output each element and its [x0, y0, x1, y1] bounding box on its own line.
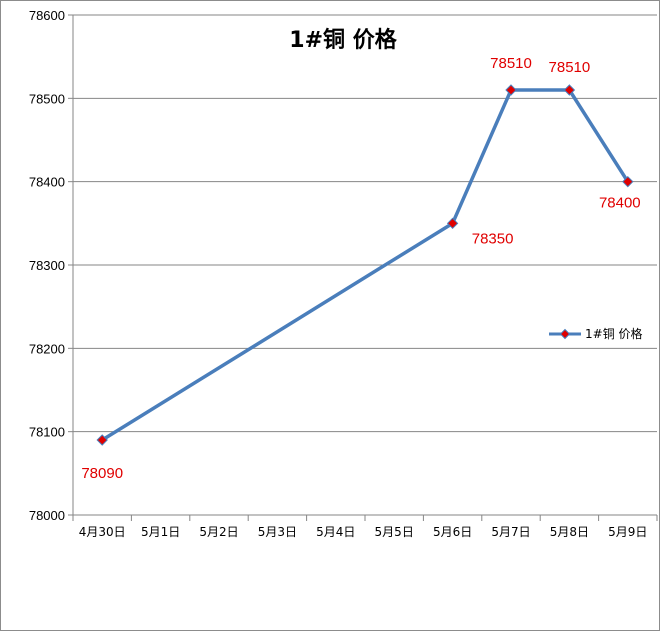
y-tick-label: 78400: [29, 175, 65, 190]
axes: [68, 14, 658, 521]
x-tick-label: 5月5日: [375, 525, 414, 539]
x-tick-label: 5月2日: [199, 525, 238, 539]
y-tick-label: 78100: [29, 425, 65, 440]
data-point-marker: [96, 434, 108, 446]
x-axis-ticks: 4月30日 5月1日 5月2日 5月3日 5月4日 5月5日 5月6日 5月7日 5月8日 5月9…: [79, 525, 648, 539]
data-point-marker: [505, 84, 517, 96]
data-label: 78350: [472, 230, 514, 247]
y-tick-label: 78200: [29, 341, 65, 356]
x-tick-label: 5月7日: [491, 525, 530, 539]
data-point-marker: [622, 175, 634, 188]
data-label: 78510: [549, 59, 591, 76]
data-label: 78090: [81, 465, 123, 482]
y-axis-ticks: 78000 78100 78200 78300 78400 78500 78600: [29, 8, 65, 523]
x-tick-label: 5月3日: [258, 525, 297, 539]
chart-title: 1#铜 价格: [289, 27, 397, 53]
y-tick-label: 78500: [29, 91, 65, 106]
data-point-marker: [446, 217, 459, 230]
legend-marker-swatch: [559, 328, 571, 340]
x-tick-label: 5月6日: [433, 525, 472, 539]
data-point-marker: [563, 84, 576, 96]
x-tick-label: 5月1日: [141, 525, 180, 539]
y-tick-label: 78000: [29, 508, 65, 523]
gridlines: [73, 14, 657, 433]
y-tick-label: 78600: [29, 8, 65, 23]
y-tick-label: 78300: [29, 258, 65, 273]
x-tick-label: 5月8日: [550, 525, 589, 539]
data-label: 78510: [490, 55, 532, 72]
x-tick-label: 4月30日: [79, 525, 126, 539]
data-labels: 78090 78350 78510 78510 78400: [81, 55, 640, 482]
series-group: [96, 84, 634, 446]
x-tick-label: 5月9日: [608, 525, 647, 539]
x-tick-label: 5月4日: [316, 525, 355, 539]
legend-entry-label: 1#铜 价格: [585, 326, 643, 341]
data-label: 78400: [599, 195, 641, 212]
legend: 1#铜 价格: [549, 326, 643, 341]
